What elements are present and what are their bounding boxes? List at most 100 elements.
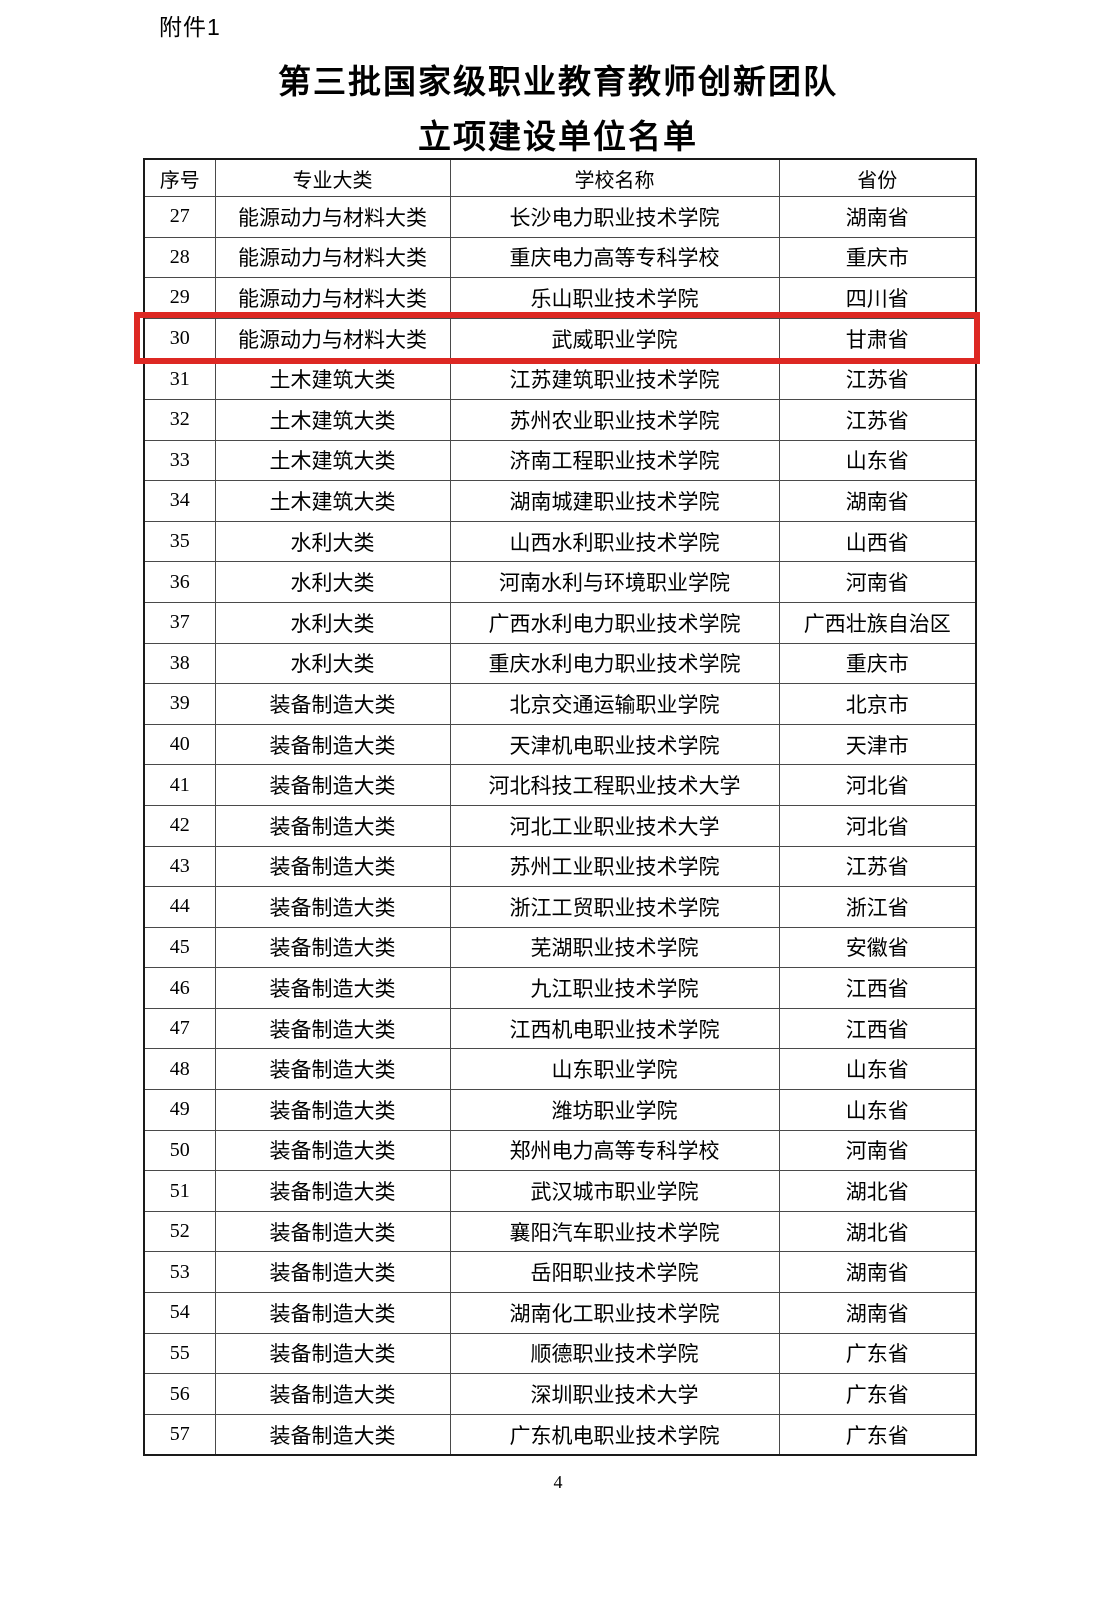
row-no-cell: 42: [143, 804, 216, 847]
row-province-cell: 山东省: [778, 439, 977, 482]
row-category-cell: 装备制造大类: [214, 723, 451, 766]
table-row: 41 装备制造大类 河北科技工程职业技术大学 河北省: [143, 764, 977, 806]
row-school-cell: 湖南化工职业技术学院: [449, 1292, 780, 1334]
row-no-cell: 54: [143, 1292, 216, 1334]
table-row: 43 装备制造大类 苏州工业职业技术学院 江苏省: [143, 845, 977, 888]
row-no-cell: 37: [143, 601, 216, 644]
row-school-cell: 潍坊职业学院: [449, 1089, 780, 1131]
row-no-cell: 57: [143, 1413, 216, 1456]
row-no-cell: 28: [143, 236, 216, 279]
row-province-cell: 江西省: [778, 967, 977, 1009]
row-no-cell: 51: [143, 1170, 216, 1212]
row-no-cell: 41: [143, 764, 216, 806]
row-province-cell: 江苏省: [778, 358, 977, 400]
row-province-cell: 广西壮族自治区: [778, 601, 977, 644]
table-row: 32 土木建筑大类 苏州农业职业技术学院 江苏省: [143, 398, 977, 441]
row-school-cell: 江西机电职业技术学院: [449, 1007, 780, 1050]
row-category-cell: 能源动力与材料大类: [214, 317, 451, 360]
row-school-cell: 九江职业技术学院: [449, 967, 780, 1009]
table-row: 33 土木建筑大类 济南工程职业技术学院 山东省: [143, 439, 977, 482]
row-school-cell: 深圳职业技术大学: [449, 1373, 780, 1415]
table-row: 54 装备制造大类 湖南化工职业技术学院 湖南省: [143, 1292, 977, 1334]
row-school-cell: 重庆水利电力职业技术学院: [449, 642, 780, 685]
row-province-cell: 湖南省: [778, 480, 977, 522]
row-category-cell: 能源动力与材料大类: [214, 196, 451, 238]
row-province-cell: 四川省: [778, 277, 977, 319]
table-row: 49 装备制造大类 潍坊职业学院 山东省: [143, 1089, 977, 1131]
row-school-cell: 广东机电职业技术学院: [449, 1413, 780, 1456]
row-no-cell: 50: [143, 1129, 216, 1172]
row-school-cell: 长沙电力职业技术学院: [449, 196, 780, 238]
row-category-cell: 土木建筑大类: [214, 358, 451, 400]
row-province-cell: 甘肃省: [778, 317, 977, 360]
row-no-cell: 52: [143, 1210, 216, 1253]
row-no-cell: 55: [143, 1332, 216, 1375]
row-province-cell: 浙江省: [778, 886, 977, 928]
row-category-cell: 能源动力与材料大类: [214, 277, 451, 319]
row-province-cell: 广东省: [778, 1332, 977, 1375]
table-row: 45 装备制造大类 芜湖职业技术学院 安徽省: [143, 926, 977, 969]
row-category-cell: 装备制造大类: [214, 886, 451, 928]
table-row: 52 装备制造大类 襄阳汽车职业技术学院 湖北省: [143, 1210, 977, 1253]
row-province-cell: 山东省: [778, 1048, 977, 1091]
row-category-cell: 装备制造大类: [214, 1048, 451, 1091]
row-no-cell: 38: [143, 642, 216, 685]
row-category-cell: 装备制造大类: [214, 926, 451, 969]
row-no-cell: 46: [143, 967, 216, 1009]
row-category-cell: 土木建筑大类: [214, 439, 451, 482]
row-school-cell: 芜湖职业技术学院: [449, 926, 780, 969]
row-school-cell: 顺德职业技术学院: [449, 1332, 780, 1375]
row-category-cell: 装备制造大类: [214, 1129, 451, 1172]
table-row: 28 能源动力与材料大类 重庆电力高等专科学校 重庆市: [143, 236, 977, 279]
row-category-cell: 装备制造大类: [214, 804, 451, 847]
row-no-cell: 30: [143, 317, 216, 360]
row-school-cell: 河北科技工程职业技术大学: [449, 764, 780, 806]
row-category-cell: 装备制造大类: [214, 1210, 451, 1253]
table-row: 37 水利大类 广西水利电力职业技术学院 广西壮族自治区: [143, 601, 977, 644]
row-category-cell: 装备制造大类: [214, 683, 451, 725]
row-category-cell: 装备制造大类: [214, 1373, 451, 1415]
row-category-cell: 装备制造大类: [214, 1007, 451, 1050]
row-province-cell: 广东省: [778, 1413, 977, 1456]
column-header-category: 专业大类: [214, 158, 451, 197]
table-row: 30 能源动力与材料大类 武威职业学院 甘肃省: [143, 317, 977, 360]
row-school-cell: 浙江工贸职业技术学院: [449, 886, 780, 928]
row-category-cell: 装备制造大类: [214, 1413, 451, 1456]
row-province-cell: 重庆市: [778, 642, 977, 685]
row-no-cell: 44: [143, 886, 216, 928]
column-header-school: 学校名称: [449, 158, 780, 197]
row-category-cell: 水利大类: [214, 561, 451, 603]
table-row: 27 能源动力与材料大类 长沙电力职业技术学院 湖南省: [143, 196, 977, 238]
row-category-cell: 水利大类: [214, 520, 451, 563]
table-row: 38 水利大类 重庆水利电力职业技术学院 重庆市: [143, 642, 977, 685]
table-row: 39 装备制造大类 北京交通运输职业学院 北京市: [143, 683, 977, 725]
row-category-cell: 土木建筑大类: [214, 398, 451, 441]
row-school-cell: 湖南城建职业技术学院: [449, 480, 780, 522]
row-province-cell: 广东省: [778, 1373, 977, 1415]
row-category-cell: 土木建筑大类: [214, 480, 451, 522]
row-school-cell: 苏州工业职业技术学院: [449, 845, 780, 888]
row-no-cell: 40: [143, 723, 216, 766]
row-category-cell: 装备制造大类: [214, 967, 451, 1009]
row-category-cell: 装备制造大类: [214, 1089, 451, 1131]
row-province-cell: 北京市: [778, 683, 977, 725]
row-no-cell: 47: [143, 1007, 216, 1050]
row-province-cell: 山西省: [778, 520, 977, 563]
row-school-cell: 武威职业学院: [449, 317, 780, 360]
row-no-cell: 34: [143, 480, 216, 522]
row-province-cell: 湖南省: [778, 1251, 977, 1294]
row-no-cell: 29: [143, 277, 216, 319]
row-school-cell: 郑州电力高等专科学校: [449, 1129, 780, 1172]
row-no-cell: 39: [143, 683, 216, 725]
row-category-cell: 装备制造大类: [214, 1170, 451, 1212]
row-province-cell: 重庆市: [778, 236, 977, 279]
row-province-cell: 湖北省: [778, 1170, 977, 1212]
row-province-cell: 江西省: [778, 1007, 977, 1050]
row-school-cell: 河北工业职业技术大学: [449, 804, 780, 847]
row-province-cell: 湖北省: [778, 1210, 977, 1253]
table-row: 55 装备制造大类 顺德职业技术学院 广东省: [143, 1332, 977, 1375]
table-row: 29 能源动力与材料大类 乐山职业技术学院 四川省: [143, 277, 977, 319]
row-school-cell: 江苏建筑职业技术学院: [449, 358, 780, 400]
table-header-row: 序号 专业大类 学校名称 省份: [143, 158, 977, 197]
